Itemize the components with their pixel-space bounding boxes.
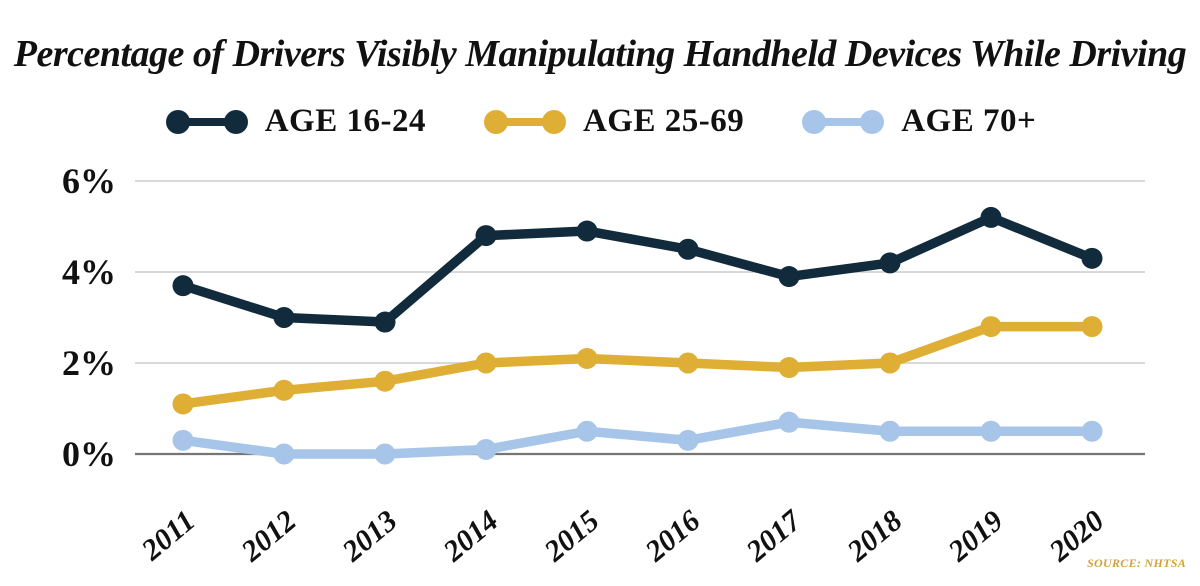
data-point-age-25-69-2013 — [374, 370, 396, 392]
data-point-age-70-2014 — [475, 438, 497, 460]
x-tick-label: 2017 — [740, 503, 809, 568]
x-tick-label: 2014 — [437, 504, 505, 568]
data-point-age-25-69-2018 — [879, 352, 901, 374]
data-point-age-16-24-2017 — [778, 266, 800, 288]
data-point-age-16-24-2020 — [1081, 247, 1103, 269]
legend-marker-icon — [802, 109, 885, 134]
x-tick-label: 2012 — [235, 504, 303, 568]
data-point-age-25-69-2019 — [980, 316, 1002, 338]
data-point-age-16-24-2016 — [677, 238, 699, 260]
x-tick-label: 2013 — [336, 504, 404, 568]
data-point-age-70-2018 — [879, 420, 901, 442]
legend-item-age-16-24: AGE 16-24 — [164, 103, 426, 140]
data-point-age-25-69-2012 — [273, 379, 295, 401]
data-point-age-25-69-2017 — [778, 357, 800, 379]
legend-label: AGE 16-24 — [264, 103, 426, 139]
data-point-age-70-2011 — [172, 429, 194, 451]
legend-item-age-70-plus: AGE 70+ — [800, 103, 1036, 140]
data-point-age-16-24-2019 — [980, 206, 1002, 228]
data-point-age-70-2016 — [677, 429, 699, 451]
x-tick-label: 2018 — [841, 504, 909, 568]
data-point-age-25-69-2016 — [677, 352, 699, 374]
data-point-age-16-24-2015 — [576, 220, 598, 242]
y-tick-label: 0% — [62, 434, 116, 474]
data-point-age-70-2017 — [778, 411, 800, 433]
data-point-age-70-2019 — [980, 420, 1002, 442]
series-line-age-70 — [178, 417, 1097, 459]
data-point-age-16-24-2013 — [374, 311, 396, 333]
page-title: Percentage of Drivers Visibly Manipulati… — [13, 33, 1187, 75]
data-point-age-16-24-2018 — [879, 252, 901, 274]
x-tick-label: 2016 — [639, 504, 707, 568]
data-point-age-70-2012 — [273, 443, 295, 465]
y-tick-label: 4% — [62, 252, 116, 292]
data-point-age-70-2015 — [576, 420, 598, 442]
legend: AGE 16-24 AGE 25-69 AGE 70+ — [0, 103, 1200, 140]
legend-label: AGE 70+ — [901, 103, 1037, 139]
series-line-age-16-24 — [178, 212, 1097, 327]
y-tick-label: 6% — [62, 161, 116, 201]
x-tick-label: 2015 — [538, 504, 606, 568]
legend-item-age-25-69: AGE 25-69 — [482, 103, 744, 140]
source-note: SOURCE: NHTSA — [1087, 556, 1186, 570]
x-tick-label: 2019 — [942, 504, 1010, 568]
data-point-age-70-2020 — [1081, 420, 1103, 442]
legend-label: AGE 25-69 — [582, 103, 745, 139]
data-point-age-25-69-2020 — [1081, 316, 1103, 338]
data-point-age-25-69-2014 — [475, 352, 497, 374]
x-tick-label: 2011 — [135, 504, 202, 567]
data-point-age-25-69-2015 — [576, 347, 598, 369]
data-point-age-16-24-2011 — [172, 275, 194, 297]
data-point-age-16-24-2014 — [475, 225, 497, 247]
data-point-age-25-69-2011 — [172, 393, 194, 415]
legend-marker-icon — [483, 109, 566, 134]
data-point-age-70-2013 — [374, 443, 396, 465]
data-point-age-16-24-2012 — [273, 307, 295, 328]
series-line-age-25-69 — [178, 321, 1097, 409]
y-tick-label: 2% — [62, 343, 116, 383]
legend-marker-icon — [165, 109, 248, 134]
